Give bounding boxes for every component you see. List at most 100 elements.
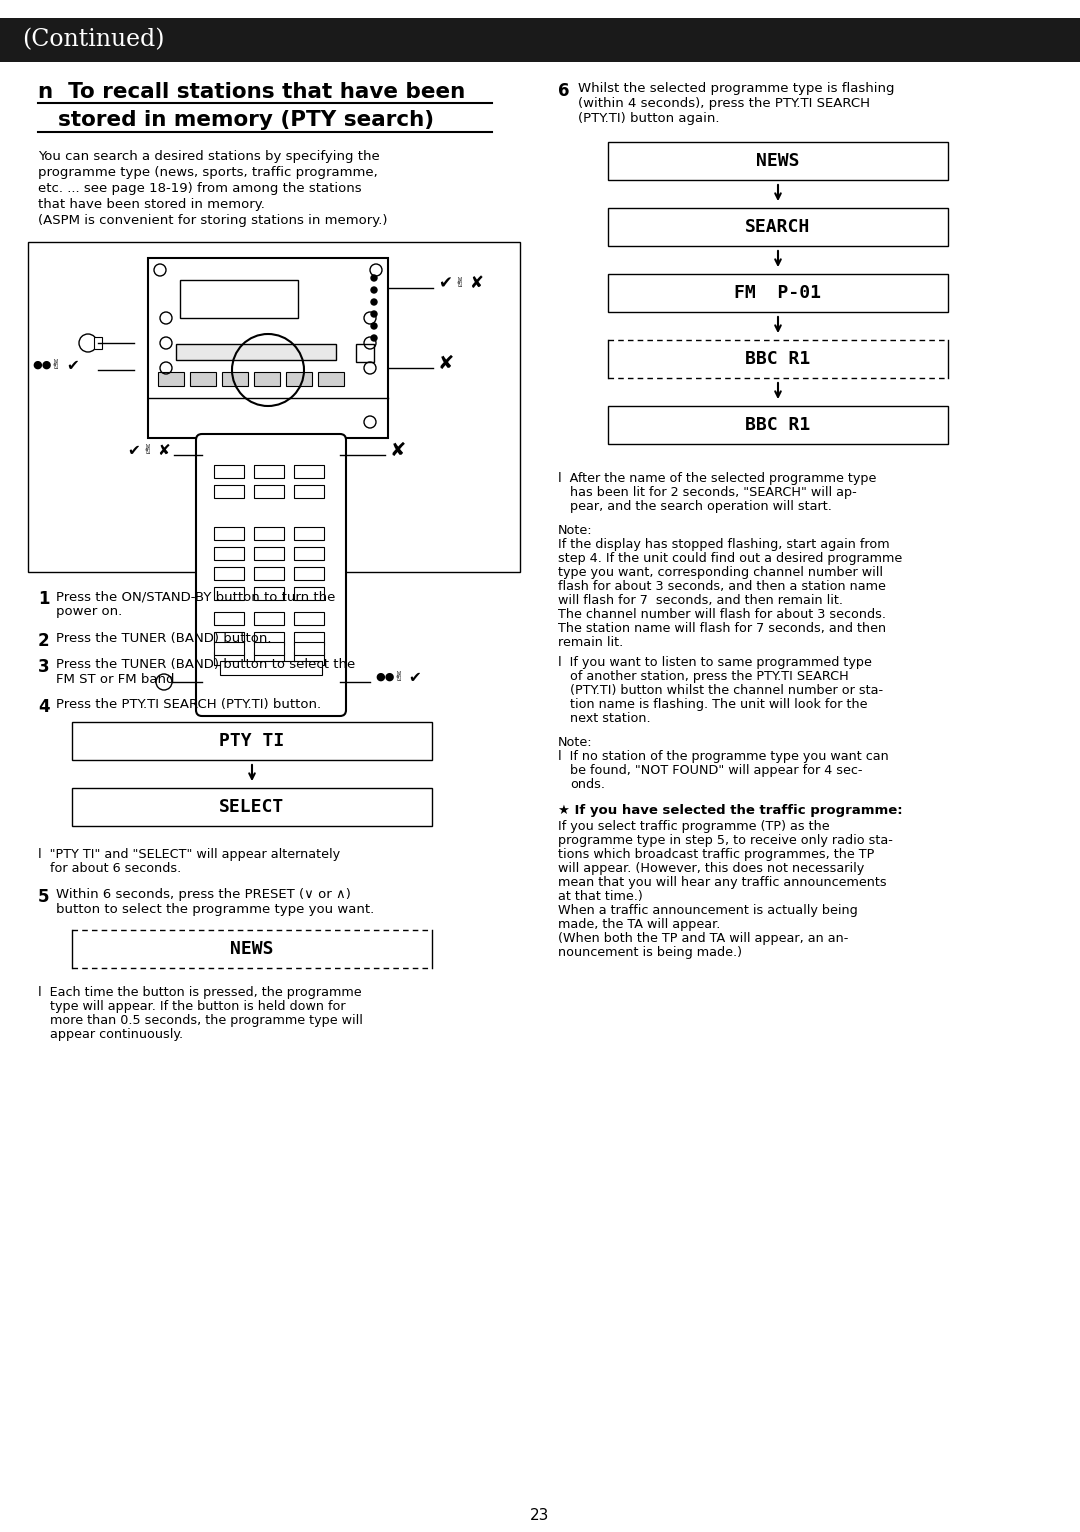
- Text: at that time.): at that time.): [558, 890, 643, 902]
- Text: (When both the TP and TA will appear, an an-: (When both the TP and TA will appear, an…: [558, 931, 849, 945]
- Text: Within 6 seconds, press the PRESET (∨ or ∧): Within 6 seconds, press the PRESET (∨ or…: [56, 889, 351, 901]
- Bar: [214, 633, 244, 645]
- Text: etc. ... see page 18-19) from among the stations: etc. ... see page 18-19) from among the …: [38, 182, 362, 195]
- Bar: [72, 722, 432, 760]
- Circle shape: [372, 323, 377, 329]
- Bar: [294, 547, 324, 561]
- Text: ✔: ✔: [66, 357, 79, 372]
- Bar: [254, 567, 284, 581]
- Text: power on.: power on.: [56, 605, 122, 617]
- Text: l  "PTY TI" and "SELECT" will appear alternately: l "PTY TI" and "SELECT" will appear alte…: [38, 849, 340, 861]
- Text: When a traffic announcement is actually being: When a traffic announcement is actually …: [558, 904, 858, 918]
- Text: flash for about 3 seconds, and then a station name: flash for about 3 seconds, and then a st…: [558, 581, 886, 593]
- Bar: [286, 372, 312, 386]
- Bar: [214, 587, 244, 601]
- Text: Press the TUNER (BAND) button.: Press the TUNER (BAND) button.: [56, 633, 271, 645]
- Text: ✘: ✘: [390, 441, 406, 460]
- Bar: [294, 653, 324, 665]
- Text: (Continued): (Continued): [22, 29, 164, 52]
- Text: made, the TA will appear.: made, the TA will appear.: [558, 918, 720, 931]
- Text: more than 0.5 seconds, the programme type will: more than 0.5 seconds, the programme typ…: [50, 1014, 363, 1026]
- Text: SEARCH: SEARCH: [745, 218, 811, 236]
- Text: for about 6 seconds.: for about 6 seconds.: [50, 863, 181, 875]
- Bar: [148, 257, 388, 438]
- Bar: [294, 633, 324, 645]
- Text: Whilst the selected programme type is flashing: Whilst the selected programme type is fl…: [578, 83, 894, 95]
- Bar: [158, 372, 184, 386]
- Text: (PTY.TI) button again.: (PTY.TI) button again.: [578, 112, 719, 126]
- Bar: [294, 527, 324, 539]
- Bar: [214, 567, 244, 581]
- Text: nouncement is being made.): nouncement is being made.): [558, 945, 742, 959]
- Text: Note:: Note:: [558, 524, 593, 538]
- Text: NEWS: NEWS: [230, 941, 273, 958]
- Text: n  To recall stations that have been: n To recall stations that have been: [38, 83, 465, 103]
- Bar: [294, 611, 324, 625]
- Bar: [254, 486, 284, 498]
- Bar: [318, 372, 345, 386]
- Circle shape: [372, 276, 377, 280]
- Text: pear, and the search operation will start.: pear, and the search operation will star…: [570, 499, 832, 513]
- Text: ★ If you have selected the traffic programme:: ★ If you have selected the traffic progr…: [558, 804, 903, 817]
- Bar: [294, 642, 324, 656]
- Text: FM ST or FM band.: FM ST or FM band.: [56, 673, 178, 686]
- Bar: [254, 372, 280, 386]
- Bar: [608, 142, 948, 179]
- Text: 1: 1: [38, 590, 50, 608]
- Bar: [214, 547, 244, 561]
- Text: 23: 23: [530, 1507, 550, 1523]
- Circle shape: [372, 311, 377, 317]
- Text: 4: 4: [38, 699, 50, 715]
- Bar: [214, 642, 244, 656]
- Bar: [0, 18, 1080, 61]
- Bar: [254, 547, 284, 561]
- Text: Note:: Note:: [558, 735, 593, 749]
- Circle shape: [372, 336, 377, 342]
- Text: ✔: ✔: [127, 443, 139, 458]
- Bar: [294, 567, 324, 581]
- Text: The station name will flash for 7 seconds, and then: The station name will flash for 7 second…: [558, 622, 886, 634]
- Text: l  If you want to listen to same programmed type: l If you want to listen to same programm…: [558, 656, 872, 669]
- Bar: [254, 587, 284, 601]
- Text: If the display has stopped flashing, start again from: If the display has stopped flashing, sta…: [558, 538, 890, 552]
- Text: If you select traffic programme (TP) as the: If you select traffic programme (TP) as …: [558, 820, 829, 833]
- Text: remain lit.: remain lit.: [558, 636, 623, 650]
- Bar: [190, 372, 216, 386]
- Text: ●●: ●●: [32, 360, 52, 371]
- Text: ✔: ✔: [438, 274, 451, 293]
- Bar: [28, 242, 519, 571]
- Bar: [254, 642, 284, 656]
- Text: onds.: onds.: [570, 778, 605, 791]
- Text: FM  P-01: FM P-01: [734, 283, 822, 302]
- Text: 3: 3: [38, 659, 50, 676]
- Text: 6: 6: [558, 83, 569, 100]
- Text: PTY TI: PTY TI: [219, 732, 285, 751]
- Bar: [356, 345, 374, 362]
- Text: l  If no station of the programme type you want can: l If no station of the programme type yo…: [558, 751, 889, 763]
- Bar: [254, 527, 284, 539]
- Text: tion name is flashing. The unit will look for the: tion name is flashing. The unit will loo…: [570, 699, 867, 711]
- Bar: [254, 466, 284, 478]
- Bar: [294, 466, 324, 478]
- Text: You can search a desired stations by specifying the: You can search a desired stations by spe…: [38, 150, 380, 162]
- Text: of another station, press the PTY.TI SEARCH: of another station, press the PTY.TI SEA…: [570, 669, 849, 683]
- Text: programme type (news, sports, traffic programme,: programme type (news, sports, traffic pr…: [38, 165, 378, 179]
- Text: step 4. If the unit could find out a desired programme: step 4. If the unit could find out a des…: [558, 552, 902, 565]
- Text: Press the ON/STAND-BY button to turn the: Press the ON/STAND-BY button to turn the: [56, 590, 336, 604]
- Text: next station.: next station.: [570, 712, 650, 725]
- Text: will flash for 7  seconds, and then remain lit.: will flash for 7 seconds, and then remai…: [558, 594, 843, 607]
- Text: Press the PTY.TI SEARCH (PTY.TI) button.: Press the PTY.TI SEARCH (PTY.TI) button.: [56, 699, 321, 711]
- Text: will appear. (However, this does not necessarily: will appear. (However, this does not nec…: [558, 863, 864, 875]
- Text: ✌: ✌: [141, 443, 152, 457]
- Circle shape: [372, 299, 377, 305]
- Text: button to select the programme type you want.: button to select the programme type you …: [56, 902, 375, 916]
- Bar: [294, 587, 324, 601]
- Text: 2: 2: [38, 633, 50, 650]
- Bar: [214, 611, 244, 625]
- Text: tions which broadcast traffic programmes, the TP: tions which broadcast traffic programmes…: [558, 849, 875, 861]
- Text: ✔: ✔: [408, 669, 421, 685]
- Bar: [94, 337, 102, 349]
- Text: type will appear. If the button is held down for: type will appear. If the button is held …: [50, 1000, 346, 1013]
- Bar: [222, 372, 248, 386]
- Bar: [214, 466, 244, 478]
